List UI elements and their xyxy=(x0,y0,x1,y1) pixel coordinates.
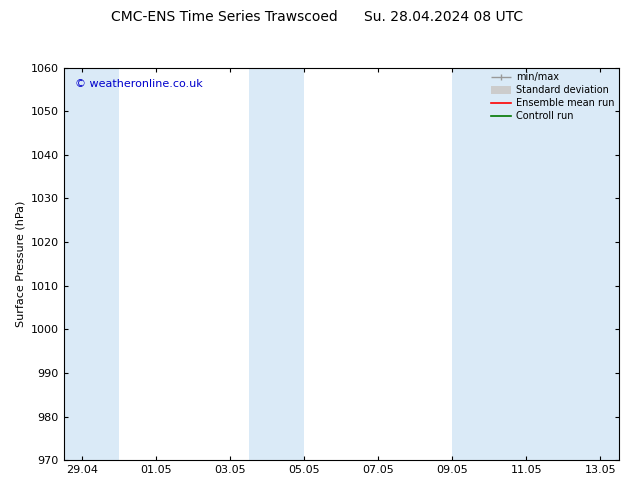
Text: © weatheronline.co.uk: © weatheronline.co.uk xyxy=(75,79,202,89)
Bar xyxy=(453,68,619,460)
Legend: min/max, Standard deviation, Ensemble mean run, Controll run: min/max, Standard deviation, Ensemble me… xyxy=(488,70,617,124)
Y-axis label: Surface Pressure (hPa): Surface Pressure (hPa) xyxy=(15,201,25,327)
Bar xyxy=(249,68,304,460)
Bar xyxy=(63,68,119,460)
Text: CMC-ENS Time Series Trawscoed      Su. 28.04.2024 08 UTC: CMC-ENS Time Series Trawscoed Su. 28.04.… xyxy=(111,10,523,24)
